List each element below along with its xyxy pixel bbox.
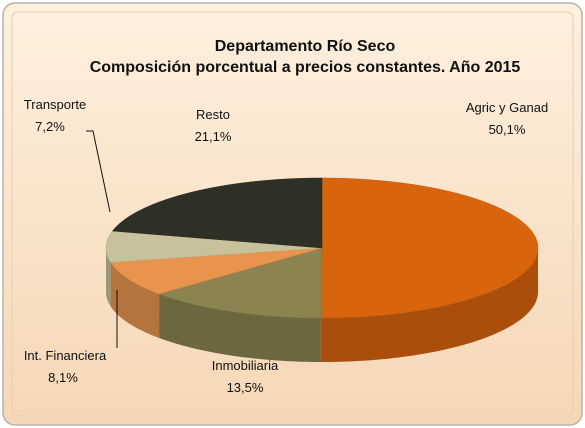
data-label-value: 13,5% — [227, 380, 264, 395]
pie — [105, 177, 539, 362]
leader-line — [86, 130, 111, 213]
data-label-value: 8,1% — [48, 370, 78, 385]
data-label-name: Resto — [196, 107, 230, 122]
slice-side — [320, 248, 538, 362]
chart-subtitle: Composición porcentual a precios constan… — [89, 59, 521, 76]
plot-area — [11, 11, 574, 417]
slice — [111, 177, 323, 249]
slice — [105, 230, 323, 263]
chart-title: Departamento Río Seco — [214, 38, 396, 55]
slice — [320, 177, 539, 319]
slice-side — [159, 293, 321, 362]
data-label-name: Inmobiliaria — [212, 358, 279, 373]
data-label-name: Transporte — [24, 97, 86, 112]
slice — [158, 247, 323, 319]
data-label-value: 50,1% — [489, 122, 526, 137]
data-label-value: 21,1% — [195, 129, 232, 144]
data-label-name: Int. Financiera — [24, 348, 107, 363]
slice-side — [106, 248, 111, 307]
data-label-name: Agric y Ganad — [466, 100, 548, 115]
slice — [110, 247, 323, 295]
titles: Departamento Río Seco Composición porcen… — [80, 36, 530, 78]
slice-side — [110, 262, 160, 338]
data-label-value: 7,2% — [35, 119, 65, 134]
